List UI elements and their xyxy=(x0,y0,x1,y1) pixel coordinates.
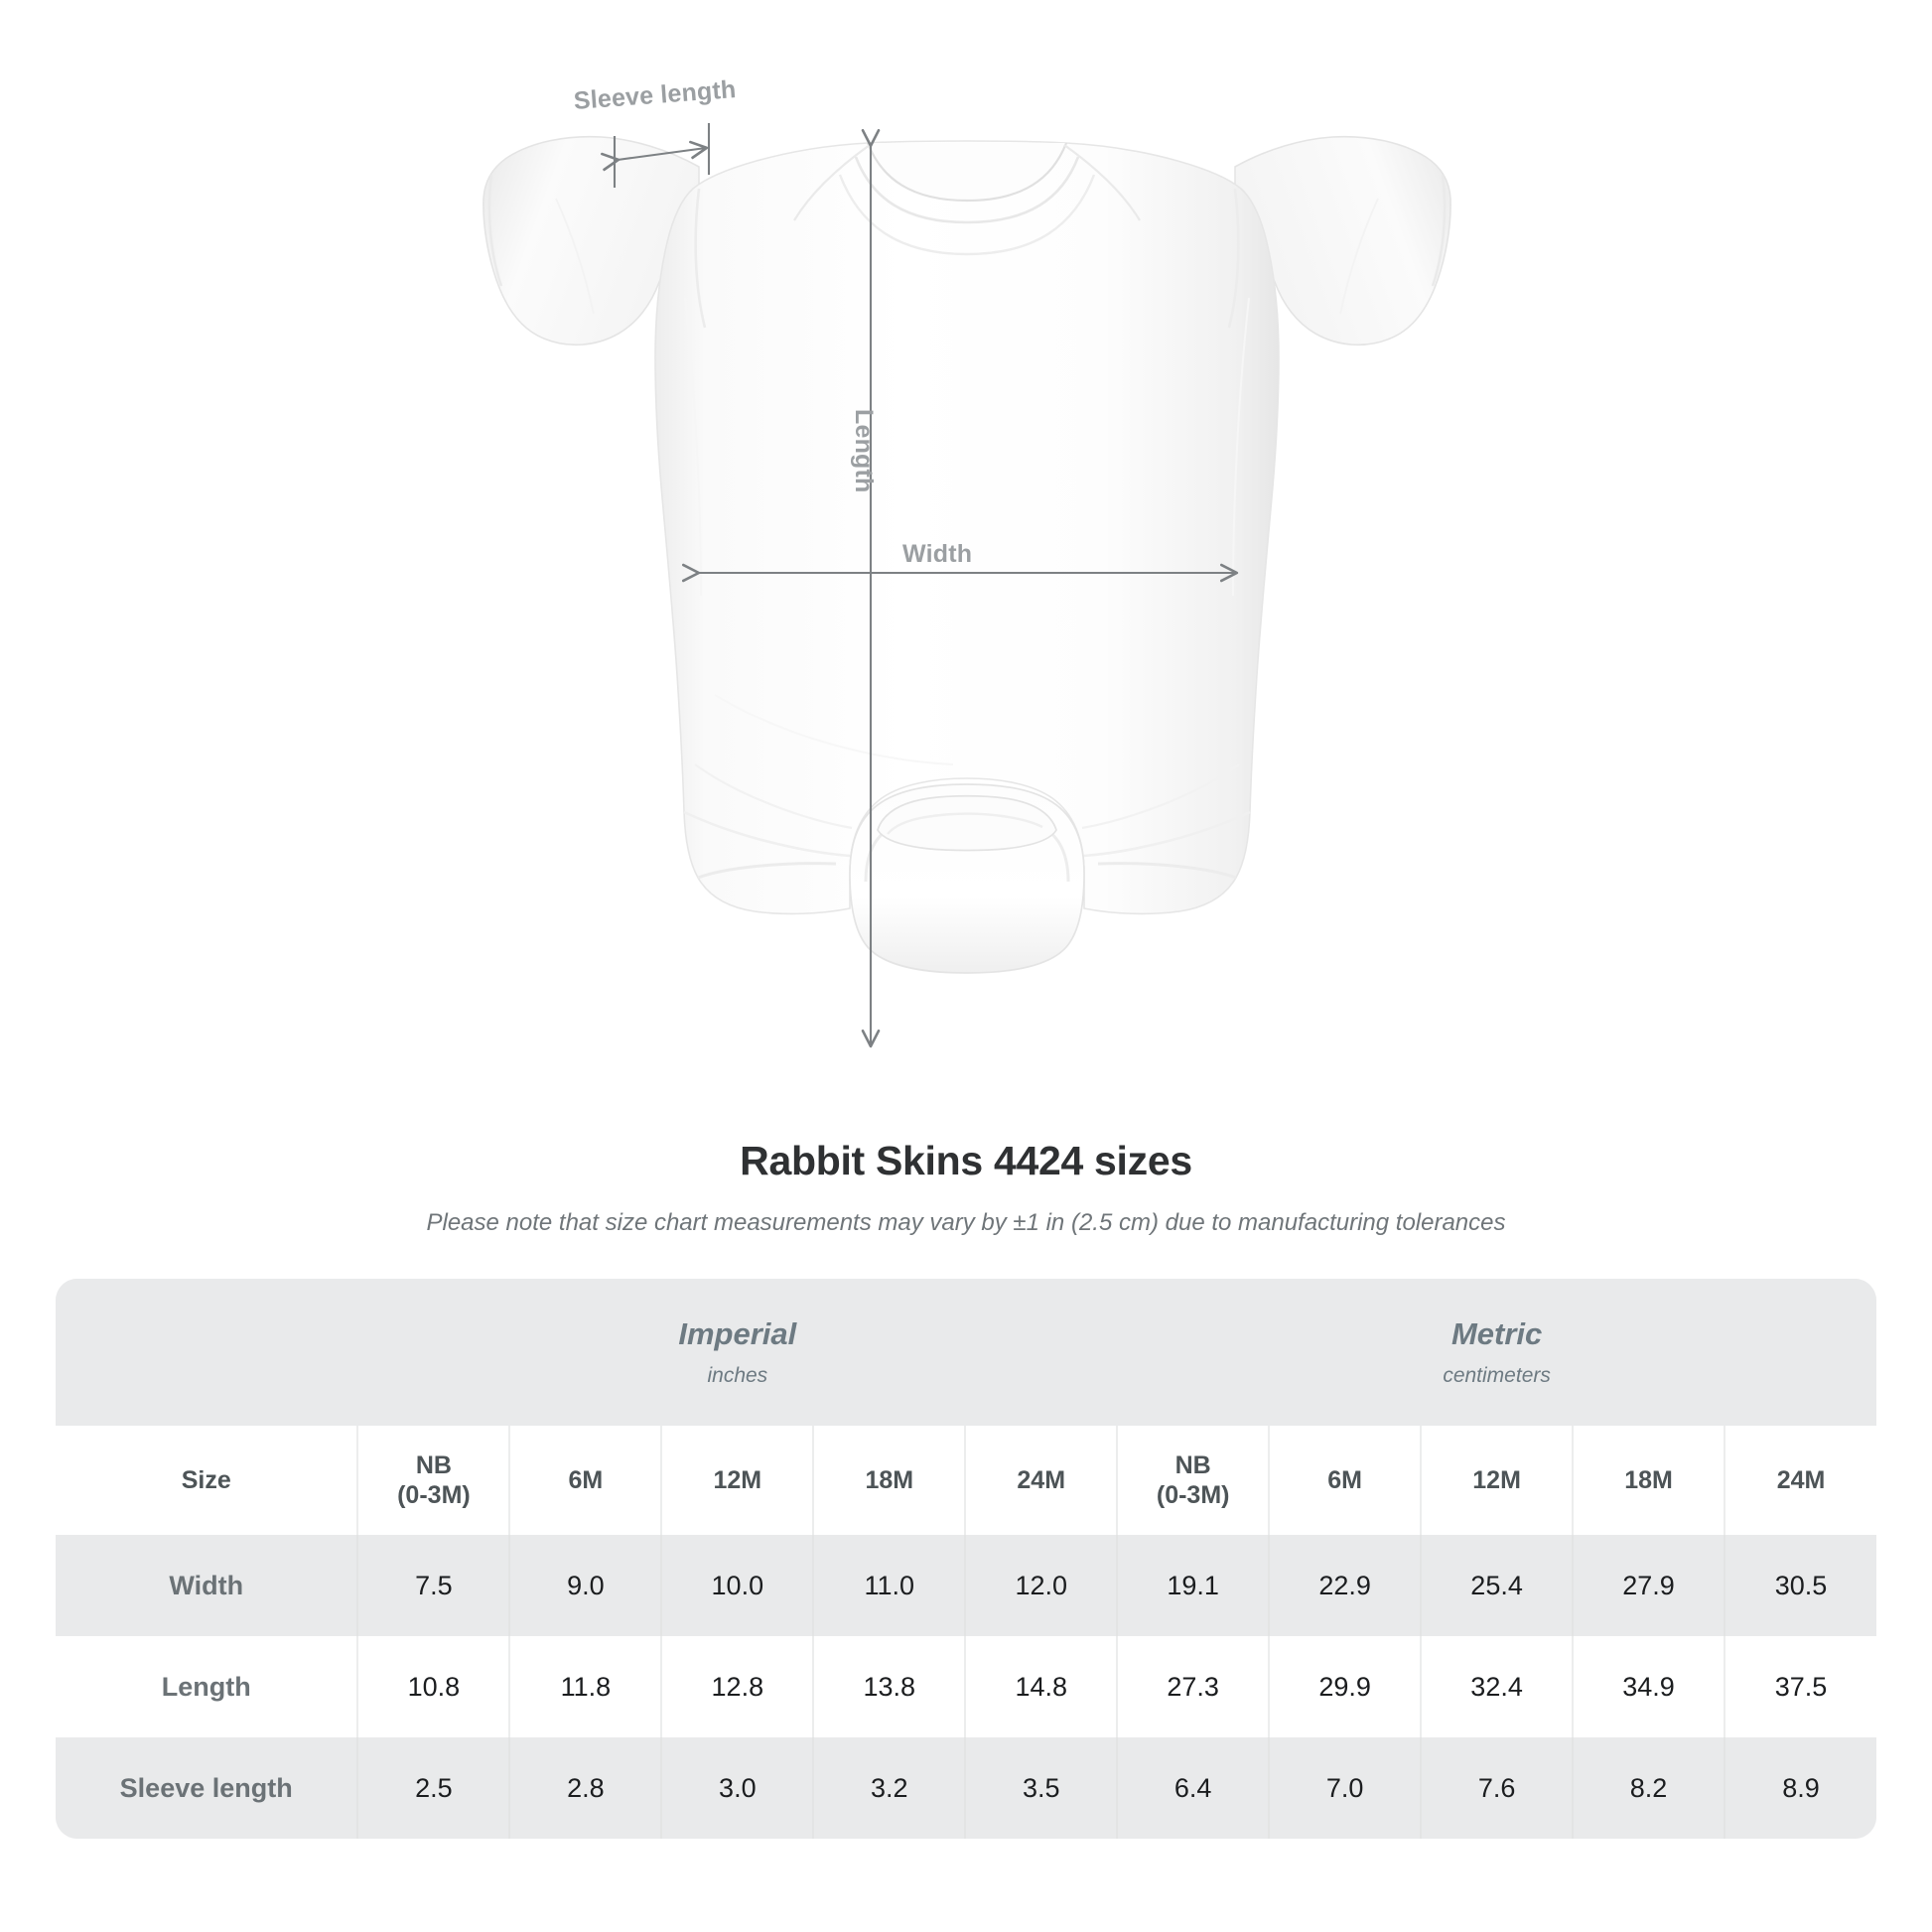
page-title: Rabbit Skins 4424 sizes xyxy=(740,1138,1192,1183)
column-header-nb-0-3m-1: NB (0-3M) xyxy=(356,1426,510,1535)
cell-value: 12.0 xyxy=(964,1535,1118,1636)
row-label-length: Length xyxy=(56,1636,358,1737)
size-chart-table-container: Imperial inches Metric centimeters Size NB (0-… xyxy=(56,1279,1876,1839)
column-header-size-0: Size xyxy=(56,1426,358,1535)
cell-value: 7.6 xyxy=(1420,1737,1574,1839)
cell-value: 11.0 xyxy=(812,1535,966,1636)
cell-value: 25.4 xyxy=(1420,1535,1574,1636)
cell-value: 10.0 xyxy=(660,1535,814,1636)
unit-group-name: Imperial xyxy=(678,1316,797,1352)
table-header-row: Size NB (0-3M) 6M 12M 18M 24M NB (0-3M) 6M 12M 18M 2… xyxy=(56,1426,1876,1535)
column-header-18m-9: 18M xyxy=(1572,1426,1725,1535)
cell-value: 37.5 xyxy=(1724,1636,1876,1737)
bodysuit-shape xyxy=(483,135,1451,974)
unit-group-imperial: Imperial inches xyxy=(357,1279,1118,1426)
cell-value: 12.8 xyxy=(660,1636,814,1737)
cell-value: 3.5 xyxy=(964,1737,1118,1839)
cell-value: 27.3 xyxy=(1116,1636,1270,1737)
page-subtitle: Please note that size chart measurements… xyxy=(426,1209,1506,1237)
sleeve-length-arrow xyxy=(618,148,706,160)
row-label-sleeve-length: Sleeve length xyxy=(56,1737,358,1839)
cell-value: 8.9 xyxy=(1724,1737,1876,1839)
table-row: Length 10.8 11.8 12.8 13.8 14.8 27.3 29.9 32.4 34… xyxy=(56,1636,1876,1737)
column-header-line1: Size xyxy=(181,1465,231,1494)
unit-group-row: Imperial inches Metric centimeters xyxy=(56,1279,1876,1426)
column-header-24m-5: 24M xyxy=(964,1426,1118,1535)
cell-value: 9.0 xyxy=(508,1535,662,1636)
unit-group-subtitle: inches xyxy=(707,1363,768,1387)
cell-value: 29.9 xyxy=(1268,1636,1422,1737)
unit-group-subtitle: centimeters xyxy=(1443,1363,1551,1387)
cell-value: 19.1 xyxy=(1116,1535,1270,1636)
column-header-line1: NB xyxy=(415,1450,452,1479)
cell-value: 27.9 xyxy=(1572,1535,1725,1636)
column-header-line1: NB xyxy=(1174,1450,1211,1479)
length-label: Length xyxy=(850,409,878,493)
column-header-line1: 6M xyxy=(568,1465,604,1494)
width-label: Width xyxy=(902,540,973,568)
column-header-line1: 18M xyxy=(1624,1465,1673,1494)
column-header-line1: 18M xyxy=(865,1465,914,1494)
cell-value: 6.4 xyxy=(1116,1737,1270,1839)
cell-value: 14.8 xyxy=(964,1636,1118,1737)
size-chart-table: Imperial inches Metric centimeters Size NB (0-… xyxy=(56,1279,1876,1839)
cell-value: 34.9 xyxy=(1572,1636,1725,1737)
cell-value: 8.2 xyxy=(1572,1737,1725,1839)
table-row: Sleeve length 2.5 2.8 3.0 3.2 3.5 6.4 7.0 7.6 8.2… xyxy=(56,1737,1876,1839)
column-header-12m-3: 12M xyxy=(660,1426,814,1535)
column-header-line2: (0-3M) xyxy=(1156,1481,1230,1509)
cell-value: 2.8 xyxy=(508,1737,662,1839)
cell-value: 30.5 xyxy=(1724,1535,1876,1636)
column-header-nb-0-3m-6: NB (0-3M) xyxy=(1116,1426,1270,1535)
cell-value: 32.4 xyxy=(1420,1636,1574,1737)
column-header-line1: 12M xyxy=(713,1465,762,1494)
cell-value: 11.8 xyxy=(508,1636,662,1737)
row-label-width: Width xyxy=(56,1535,358,1636)
garment-illustration: Sleeve length Length Width xyxy=(483,75,1451,1112)
cell-value: 3.2 xyxy=(812,1737,966,1839)
column-header-6m-2: 6M xyxy=(508,1426,662,1535)
cell-value: 7.0 xyxy=(1268,1737,1422,1839)
column-header-line1: 24M xyxy=(1776,1465,1826,1494)
column-header-18m-4: 18M xyxy=(812,1426,966,1535)
column-header-6m-7: 6M xyxy=(1268,1426,1422,1535)
column-header-line1: 24M xyxy=(1017,1465,1066,1494)
table-row: Width 7.5 9.0 10.0 11.0 12.0 19.1 22.9 25.4 27.9 3… xyxy=(56,1535,1876,1636)
column-header-line1: 6M xyxy=(1327,1465,1362,1494)
column-header-line1: 12M xyxy=(1472,1465,1521,1494)
cell-value: 22.9 xyxy=(1268,1535,1422,1636)
title-block: Rabbit Skins 4424 sizes Please note that… xyxy=(0,1137,1932,1238)
cell-value: 3.0 xyxy=(660,1737,814,1839)
cell-value: 13.8 xyxy=(812,1636,966,1737)
unit-row-spacer xyxy=(56,1279,358,1426)
column-header-12m-8: 12M xyxy=(1420,1426,1574,1535)
unit-group-name: Metric xyxy=(1450,1316,1543,1352)
dimension-lines xyxy=(615,123,1236,1045)
cell-value: 10.8 xyxy=(356,1636,510,1737)
column-header-line2: (0-3M) xyxy=(397,1481,471,1509)
column-header-24m-10: 24M xyxy=(1724,1426,1876,1535)
cell-value: 7.5 xyxy=(356,1535,510,1636)
unit-group-metric: Metric centimeters xyxy=(1117,1279,1876,1426)
bodysuit-svg xyxy=(483,123,1451,1112)
cell-value: 2.5 xyxy=(356,1737,510,1839)
